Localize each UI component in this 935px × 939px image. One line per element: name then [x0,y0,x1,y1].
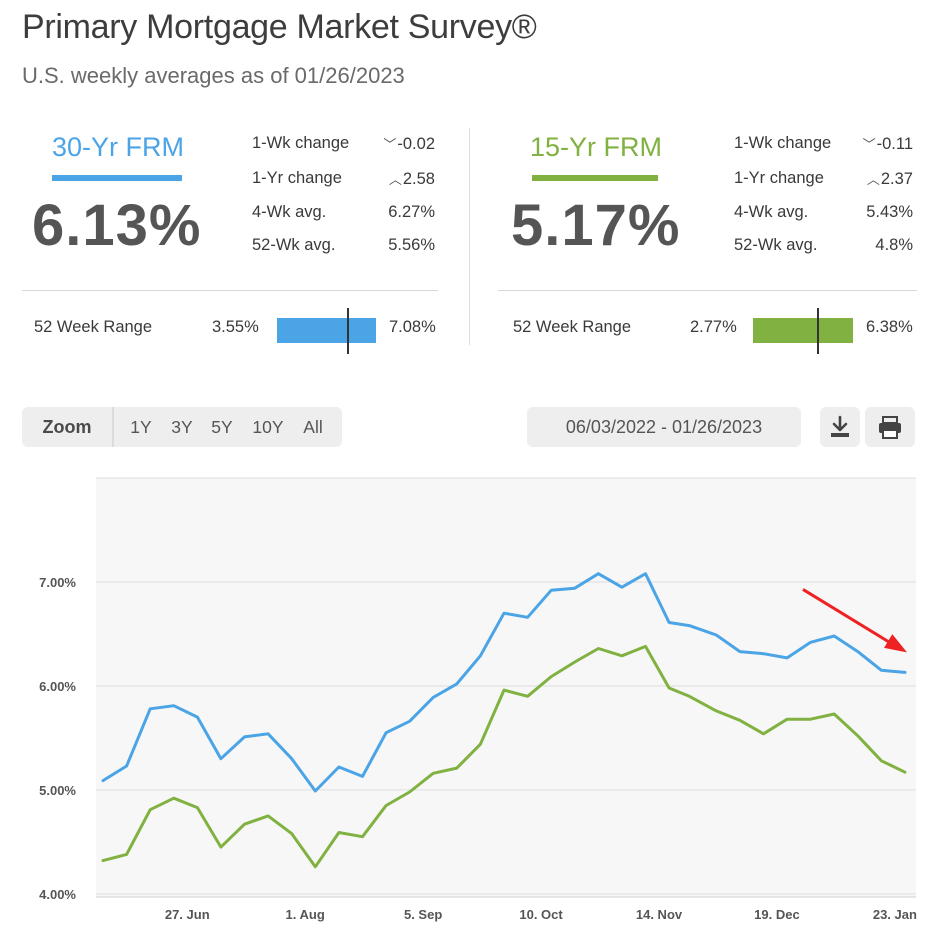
page-subtitle: U.S. weekly averages as of 01/26/2023 [22,63,405,88]
x-tick-label: 5. Sep [404,907,442,922]
frm30-range-bar [277,318,376,343]
frm30-divider [22,290,438,291]
frm15-avg4: 5.43% [866,203,913,221]
frm15-range-marker [817,308,819,354]
y-tick-label: 6.00% [39,679,76,694]
zoom-control: Zoom 1Y 3Y 5Y 10Y All [22,407,342,447]
x-tick-label: 19. Dec [754,907,800,922]
frm30-range-high: 7.08% [389,318,436,336]
frm15-range-label: 52 Week Range [513,318,632,336]
series-line-30yr [101,572,907,793]
print-icon [879,416,901,439]
frm15-avg52-label: 52-Wk avg. [734,236,818,254]
frm15-panel: 15-Yr FRM 5.17% 1-Wk change ﹀-0.11 1-Yr … [498,120,918,360]
page-title: Primary Mortgage Market Survey® [22,8,537,46]
frm30-avg4-label: 4-Wk avg. [252,203,327,221]
annotation-arrowhead [884,634,907,653]
print-button[interactable] [865,407,915,447]
zoom-1y-button[interactable]: 1Y [130,417,152,437]
download-icon [831,415,849,437]
chevron-down-icon: ﹀ [383,137,397,152]
frm15-range-bar [753,318,853,343]
series-line-15yr [101,644,907,869]
chevron-down-icon: ﹀ [862,137,876,152]
zoom-10y-button[interactable]: 10Y [252,417,284,437]
chevron-up-icon: ︿ [388,172,402,187]
frm15-yr-change-label: 1-Yr change [734,169,824,187]
plot-area [96,478,916,897]
frm15-divider [498,290,917,291]
x-tick-label: 14. Nov [636,907,683,922]
frm30-label: 30-Yr FRM [52,132,185,162]
x-tick-label: 27. Jun [165,907,210,922]
panel-divider [469,128,470,345]
date-range-display[interactable]: 06/03/2022 - 01/26/2023 [527,407,801,447]
frm30-range-marker [347,308,349,354]
frm30-avg52: 5.56% [388,236,435,254]
y-tick-label: 7.00% [39,575,76,590]
frm15-avg4-label: 4-Wk avg. [734,203,809,221]
frm30-label-underline [52,175,182,181]
frm15-rate: 5.17% [511,193,681,258]
x-tick-label: 10. Oct [519,907,563,922]
frm15-wk-change: -0.11 [876,135,913,153]
y-tick-label: 5.00% [39,783,76,798]
annotation-arrow [802,588,894,646]
frm15-range-high: 6.38% [866,318,913,336]
rates-line-chart: 4.00% 5.00% 6.00% 7.00% 27. Jun 1. Aug 5. Sep 1… [39,477,917,922]
zoom-3y-button[interactable]: 3Y [171,417,193,437]
frm30-range-label: 52 Week Range [34,318,153,336]
frm15-range-low: 2.77% [690,318,737,336]
x-tick-label: 1. Aug [286,907,325,922]
frm30-yr-change: 2.58 [402,170,435,188]
frm30-panel: 30-Yr FRM 6.13% 1-Wk change ﹀-0.02 1-Yr … [22,120,442,360]
frm30-avg52-label: 52-Wk avg. [252,236,336,254]
x-tick-label: 23. Jan [873,907,917,922]
frm15-wk-change-label: 1-Wk change [734,134,832,152]
zoom-5y-button[interactable]: 5Y [211,417,233,437]
download-button[interactable] [820,407,860,447]
frm15-label-underline [532,175,658,181]
frm15-avg52: 4.8% [875,236,913,254]
y-tick-label: 4.00% [39,887,76,902]
frm15-label: 15-Yr FRM [530,132,663,162]
frm30-wk-change: -0.02 [397,135,435,153]
frm30-yr-change-label: 1-Yr change [252,169,342,187]
frm30-avg4: 6.27% [388,203,435,221]
zoom-label: Zoom [22,407,114,447]
frm30-rate: 6.13% [32,193,202,258]
frm30-range-low: 3.55% [212,318,259,336]
frm15-yr-change: 2.37 [880,170,913,188]
zoom-all-button[interactable]: All [303,417,323,437]
chevron-up-icon: ︿ [866,172,880,187]
frm30-wk-change-label: 1-Wk change [252,134,350,152]
